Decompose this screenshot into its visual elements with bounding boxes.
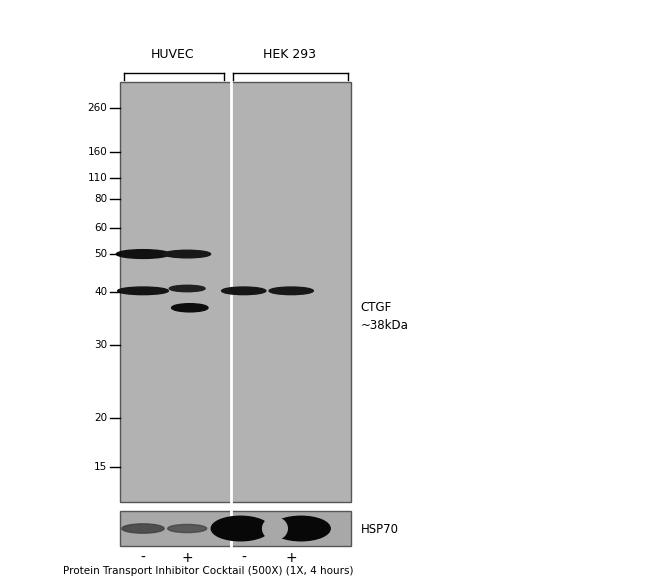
- Text: 160: 160: [88, 147, 107, 157]
- Ellipse shape: [122, 524, 164, 533]
- Text: 80: 80: [94, 193, 107, 204]
- Ellipse shape: [164, 251, 211, 258]
- Ellipse shape: [263, 517, 287, 540]
- Ellipse shape: [211, 516, 270, 541]
- Text: 60: 60: [94, 223, 107, 233]
- Text: -: -: [241, 551, 246, 565]
- Ellipse shape: [172, 304, 208, 312]
- Text: HSP70: HSP70: [361, 523, 398, 536]
- Text: 260: 260: [88, 103, 107, 113]
- Bar: [120, 82, 351, 502]
- Text: 50: 50: [94, 249, 107, 259]
- Text: -: -: [140, 551, 146, 565]
- Bar: [120, 511, 351, 546]
- Text: 20: 20: [94, 412, 107, 423]
- Text: 15: 15: [94, 462, 107, 472]
- Ellipse shape: [269, 287, 313, 294]
- Text: 30: 30: [94, 339, 107, 350]
- Text: +: +: [285, 551, 297, 565]
- Text: +: +: [181, 551, 193, 565]
- Text: HEK 293: HEK 293: [263, 48, 316, 61]
- Ellipse shape: [116, 250, 170, 258]
- Text: HUVEC: HUVEC: [150, 48, 194, 61]
- Ellipse shape: [272, 516, 330, 541]
- Text: Protein Transport Inhibitor Cocktail (500X) (1X, 4 hours): Protein Transport Inhibitor Cocktail (50…: [63, 566, 353, 576]
- Text: 40: 40: [94, 287, 107, 297]
- Text: ~38kDa: ~38kDa: [361, 319, 409, 332]
- Ellipse shape: [168, 524, 207, 533]
- Ellipse shape: [118, 287, 168, 294]
- Text: 110: 110: [88, 173, 107, 183]
- Text: CTGF: CTGF: [361, 301, 392, 314]
- Ellipse shape: [222, 287, 266, 294]
- Ellipse shape: [169, 286, 205, 291]
